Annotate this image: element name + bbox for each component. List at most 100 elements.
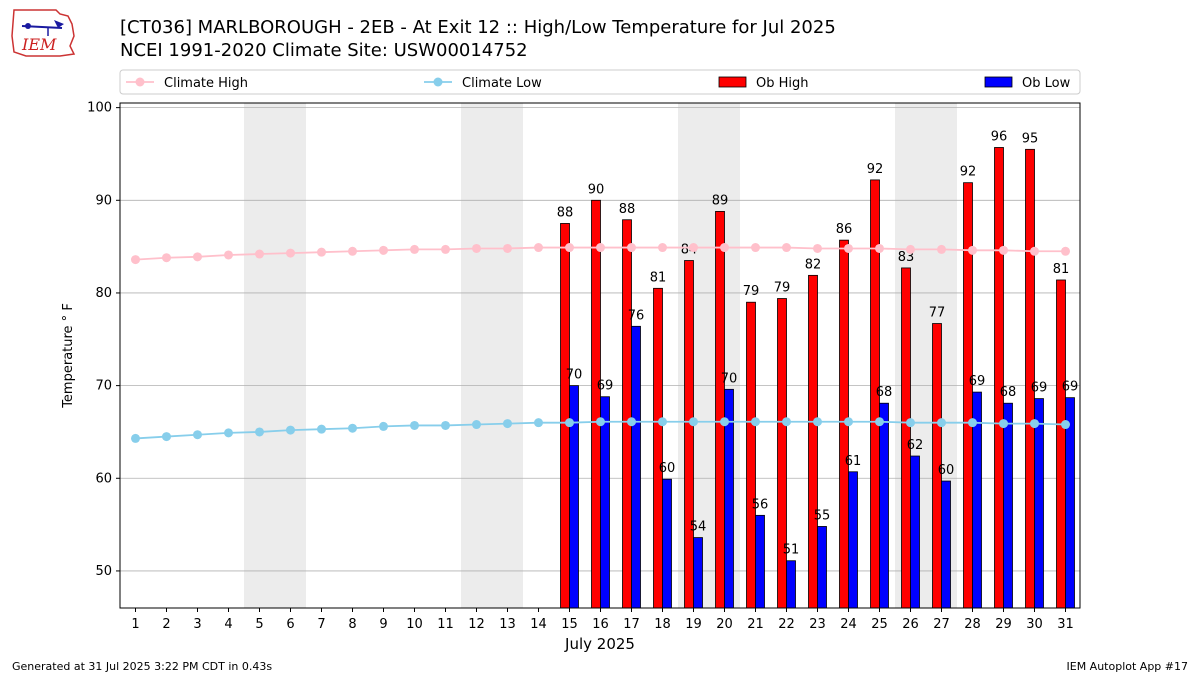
ob-high-bar [746, 301, 756, 609]
x-tick-label: 9 [379, 617, 387, 632]
climate-high-point [379, 245, 388, 255]
y-tick-label: 60 [95, 471, 112, 486]
x-tick-label: 29 [995, 617, 1012, 632]
climate-low-point [348, 423, 357, 433]
x-tick-label: 19 [685, 617, 702, 632]
x-tick-label: 31 [1057, 617, 1074, 632]
climate-high-point [689, 243, 698, 253]
legend-swatch [718, 76, 747, 88]
climate-low-point [534, 418, 543, 428]
climate-high-point [224, 250, 233, 260]
climate-low-point [658, 417, 667, 427]
x-tick-label: 14 [530, 617, 547, 632]
climate-low-point [689, 417, 698, 427]
x-tick-label: 4 [224, 617, 232, 632]
x-tick-label: 13 [499, 617, 516, 632]
climate-low-point [813, 417, 822, 427]
climate-low-point [844, 417, 853, 427]
ob-high-bar [777, 298, 787, 609]
ob-high-bar [808, 274, 818, 609]
ob-low-label: 62 [907, 438, 924, 453]
ob-high-label: 92 [867, 162, 884, 177]
climate-high-point [131, 255, 140, 265]
ob-low-label: 70 [566, 368, 583, 383]
ob-low-bar [1003, 402, 1013, 609]
climate-high-point [937, 244, 946, 254]
x-axis-label: July 2025 [564, 635, 635, 653]
ob-low-bar [1034, 398, 1044, 609]
legend-box [119, 69, 1081, 95]
legend-label: Ob Low [1022, 76, 1071, 91]
legend-label: Climate High [164, 76, 248, 91]
x-tick-label: 21 [747, 617, 764, 632]
ob-high-label: 88 [557, 205, 574, 220]
ob-high-bar [994, 147, 1004, 609]
climate-low-point [224, 428, 233, 438]
ob-high-label: 81 [1053, 262, 1070, 277]
ob-low-label: 68 [1000, 385, 1017, 400]
ob-high-label: 96 [991, 129, 1008, 144]
ob-low-bar [600, 396, 610, 609]
x-tick-label: 20 [716, 617, 733, 632]
climate-high-point [410, 244, 419, 254]
ob-low-label: 56 [752, 497, 769, 512]
weekend-shade [461, 103, 523, 608]
climate-high-point [565, 243, 574, 253]
ob-high-bar [622, 219, 632, 609]
y-tick-label: 90 [95, 193, 112, 208]
climate-low-point [782, 417, 791, 427]
ob-high-label: 90 [588, 182, 605, 197]
generated-timestamp: Generated at 31 Jul 2025 3:22 PM CDT in … [12, 660, 273, 673]
x-tick-label: 5 [255, 617, 263, 632]
ob-high-bar [715, 211, 725, 609]
iem-logo: IEM [11, 9, 76, 57]
ob-high-label: 86 [836, 222, 853, 237]
climate-high-point [472, 243, 481, 253]
climate-low-point [410, 420, 419, 430]
climate-low-point [1061, 420, 1070, 430]
ob-high-label: 88 [619, 202, 636, 217]
climate-high-point [596, 243, 605, 253]
climate-high-point [720, 243, 729, 253]
ob-high-label: 95 [1022, 131, 1039, 146]
legend-marker [135, 77, 145, 87]
x-tick-label: 22 [778, 617, 795, 632]
ob-high-label: 79 [743, 284, 760, 299]
climate-low-point [875, 417, 884, 427]
chart-subtitle: NCEI 1991-2020 Climate Site: USW00014752 [120, 40, 528, 61]
x-tick-label: 8 [348, 617, 356, 632]
climate-low-point [286, 425, 295, 435]
climate-high-point [1030, 246, 1039, 256]
ob-low-bar [631, 325, 641, 609]
climate-low-point [937, 418, 946, 428]
ob-low-bar [662, 478, 672, 609]
x-tick-label: 26 [902, 617, 919, 632]
ob-high-label: 82 [805, 257, 822, 272]
climate-high-point [813, 243, 822, 253]
ob-high-label: 77 [929, 306, 946, 321]
climate-low-point [999, 419, 1008, 429]
x-tick-label: 15 [561, 617, 578, 632]
weekend-shade [244, 103, 306, 608]
climate-low-point [720, 417, 729, 427]
ob-high-label: 92 [960, 165, 977, 180]
legend-marker [433, 77, 443, 87]
climate-low-point [906, 418, 915, 428]
ob-low-label: 69 [1031, 381, 1048, 396]
x-tick-label: 30 [1026, 617, 1043, 632]
app-credit: IEM Autoplot App #17 [1066, 660, 1189, 673]
climate-low-point [565, 418, 574, 428]
ob-low-label: 69 [969, 374, 986, 389]
ob-low-bar [693, 537, 703, 609]
climate-low-point [162, 432, 171, 442]
ob-high-label: 89 [712, 193, 729, 208]
climate-high-point [162, 253, 171, 263]
plot-frame [119, 102, 1081, 609]
climate-high-point [906, 244, 915, 254]
climate-high-point [441, 244, 450, 254]
y-tick-label: 80 [95, 286, 112, 301]
climate-high-point [875, 243, 884, 253]
climate-low-point [627, 417, 636, 427]
y-tick-label: 70 [95, 379, 112, 394]
